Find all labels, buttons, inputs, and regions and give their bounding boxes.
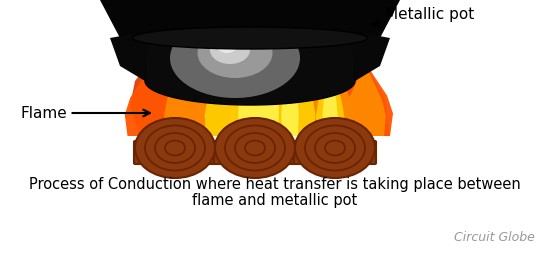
Text: Process of Conduction where heat transfer is taking place between: Process of Conduction where heat transfe… bbox=[29, 176, 521, 191]
Polygon shape bbox=[322, 56, 338, 136]
Ellipse shape bbox=[217, 39, 237, 53]
Text: Flame: Flame bbox=[20, 105, 150, 121]
Polygon shape bbox=[281, 48, 299, 136]
Polygon shape bbox=[164, 48, 206, 136]
Polygon shape bbox=[125, 51, 185, 136]
Ellipse shape bbox=[295, 118, 375, 178]
Polygon shape bbox=[254, 44, 287, 136]
Polygon shape bbox=[230, 38, 266, 136]
Polygon shape bbox=[238, 40, 258, 136]
Polygon shape bbox=[110, 34, 150, 81]
Polygon shape bbox=[219, 26, 291, 136]
Polygon shape bbox=[173, 36, 228, 136]
Polygon shape bbox=[229, 31, 282, 136]
Polygon shape bbox=[257, 32, 279, 136]
FancyBboxPatch shape bbox=[294, 141, 376, 164]
Polygon shape bbox=[135, 0, 366, 105]
Polygon shape bbox=[130, 51, 390, 136]
Ellipse shape bbox=[133, 27, 367, 49]
Polygon shape bbox=[273, 41, 317, 136]
Polygon shape bbox=[205, 54, 235, 136]
Polygon shape bbox=[316, 58, 344, 136]
Ellipse shape bbox=[135, 118, 215, 178]
Polygon shape bbox=[344, 56, 386, 136]
Polygon shape bbox=[100, 0, 400, 38]
Polygon shape bbox=[280, 36, 340, 136]
Polygon shape bbox=[198, 41, 242, 136]
Text: Metallic pot: Metallic pot bbox=[373, 6, 474, 27]
Ellipse shape bbox=[197, 28, 272, 78]
Polygon shape bbox=[284, 51, 315, 136]
Ellipse shape bbox=[215, 118, 295, 178]
Polygon shape bbox=[327, 46, 393, 136]
Text: Circuit Globe: Circuit Globe bbox=[454, 231, 535, 244]
Text: flame and metallic pot: flame and metallic pot bbox=[192, 194, 358, 208]
Polygon shape bbox=[350, 34, 390, 81]
FancyBboxPatch shape bbox=[134, 141, 216, 164]
Ellipse shape bbox=[210, 36, 250, 64]
Polygon shape bbox=[307, 46, 353, 136]
Ellipse shape bbox=[170, 18, 300, 98]
FancyBboxPatch shape bbox=[214, 141, 296, 164]
